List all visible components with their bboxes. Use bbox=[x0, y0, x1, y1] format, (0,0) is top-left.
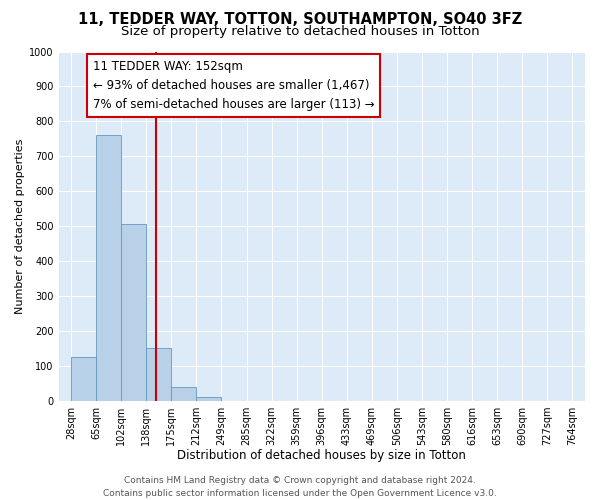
Y-axis label: Number of detached properties: Number of detached properties bbox=[15, 138, 25, 314]
Bar bbox=[196, 398, 221, 401]
Bar bbox=[71, 356, 96, 401]
Text: Size of property relative to detached houses in Totton: Size of property relative to detached ho… bbox=[121, 25, 479, 38]
Bar bbox=[172, 387, 196, 401]
Bar bbox=[96, 136, 121, 401]
Text: 11, TEDDER WAY, TOTTON, SOUTHAMPTON, SO40 3FZ: 11, TEDDER WAY, TOTTON, SOUTHAMPTON, SO4… bbox=[78, 12, 522, 28]
Bar bbox=[146, 348, 172, 401]
Bar bbox=[121, 224, 146, 401]
Text: Contains HM Land Registry data © Crown copyright and database right 2024.
Contai: Contains HM Land Registry data © Crown c… bbox=[103, 476, 497, 498]
Text: 11 TEDDER WAY: 152sqm
← 93% of detached houses are smaller (1,467)
7% of semi-de: 11 TEDDER WAY: 152sqm ← 93% of detached … bbox=[93, 60, 374, 111]
X-axis label: Distribution of detached houses by size in Totton: Distribution of detached houses by size … bbox=[178, 450, 466, 462]
